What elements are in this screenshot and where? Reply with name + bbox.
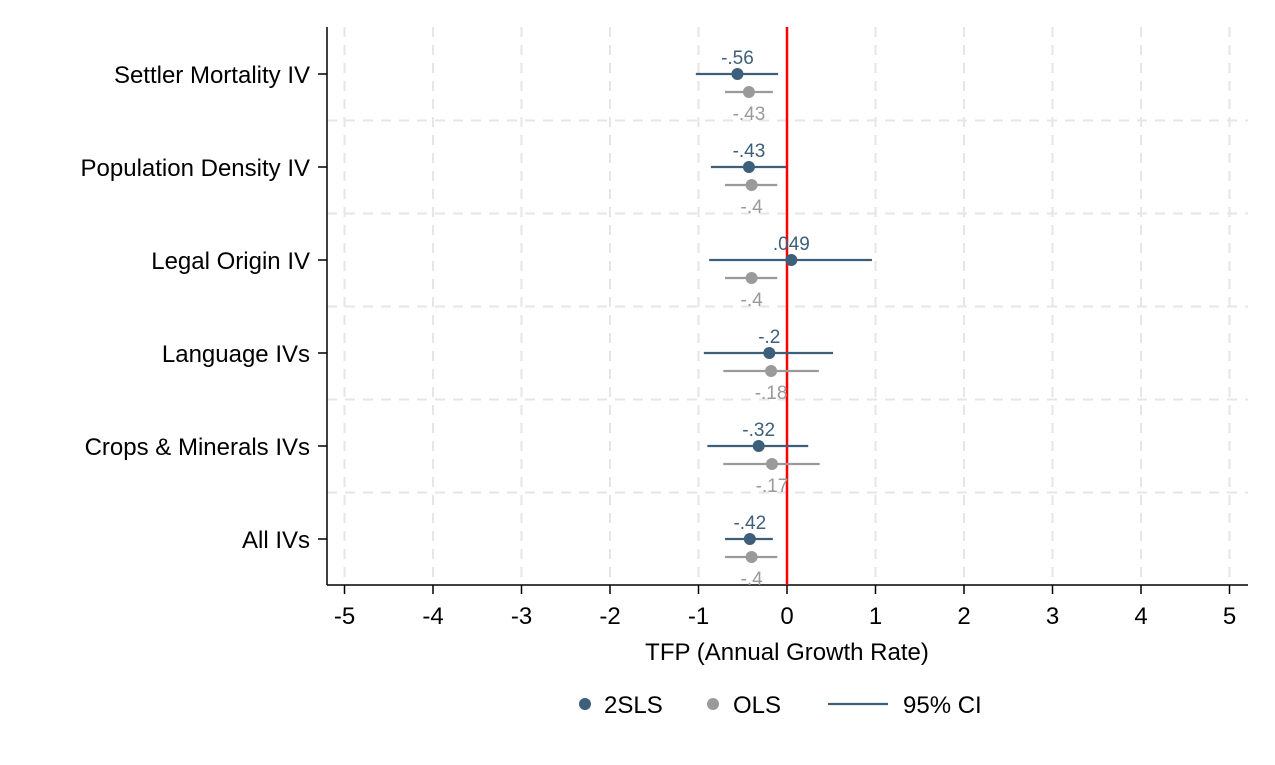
point-2sls-2 xyxy=(785,254,798,266)
point-2sls-1 xyxy=(742,161,755,173)
category-label-0: Settler Mortality IV xyxy=(114,62,310,89)
point-2sls-3 xyxy=(763,347,776,359)
point-ols-1 xyxy=(745,179,758,191)
point-ols-5 xyxy=(745,551,758,563)
data-label-2sls-2: .049 xyxy=(773,234,810,255)
x-tick-label-0: -5 xyxy=(334,603,355,630)
x-tick-label-7: 2 xyxy=(957,603,970,630)
point-ols-0 xyxy=(742,86,755,98)
x-tick-label-10: 5 xyxy=(1223,603,1236,630)
data-label-ols-3: -.18 xyxy=(755,383,788,404)
legend-label-2: 95% CI xyxy=(903,692,982,719)
x-tick-label-9: 4 xyxy=(1134,603,1147,630)
grid-lines xyxy=(327,27,1248,585)
legend-label-1: OLS xyxy=(733,692,781,719)
x-tick-label-2: -3 xyxy=(511,603,532,630)
data-label-2sls-3: -.2 xyxy=(758,327,780,348)
x-tick-label-5: 0 xyxy=(780,603,793,630)
data-label-2sls-0: -.56 xyxy=(721,48,754,69)
category-label-3: Language IVs xyxy=(162,341,310,368)
category-label-1: Population Density IV xyxy=(81,155,310,182)
x-ticks: -5 -4 -3 -2 -1 0 1 2 3 4 5 xyxy=(334,585,1236,630)
legend: 2SLS OLS 95% CI xyxy=(579,692,982,719)
data-label-2sls-1: -.43 xyxy=(733,141,766,162)
point-2sls-0 xyxy=(731,68,744,80)
point-2sls-4 xyxy=(752,440,765,452)
category-label-2: Legal Origin IV xyxy=(151,248,310,275)
x-tick-label-6: 1 xyxy=(869,603,882,630)
data-label-ols-0: -.43 xyxy=(733,104,766,125)
x-tick-label-3: -2 xyxy=(599,603,620,630)
point-ols-2 xyxy=(745,272,758,284)
legend-marker-0 xyxy=(579,698,591,710)
point-ols-3 xyxy=(765,365,778,377)
x-tick-label-4: -1 xyxy=(688,603,709,630)
x-tick-label-8: 3 xyxy=(1046,603,1059,630)
x-axis-title: TFP (Annual Growth Rate) xyxy=(645,639,929,666)
category-label-5: All IVs xyxy=(242,527,310,554)
legend-marker-1 xyxy=(707,698,719,710)
data-label-ols-5: -.4 xyxy=(741,569,764,590)
series-ols: -.43 -.4 -.4 -.18 -.17 -.4 xyxy=(723,86,820,590)
data-label-ols-2: -.4 xyxy=(741,290,764,311)
series-marks: -.56 -.43 .049 -.2 -.32 -.42 -.43 -.4 -.4 -.18 -.1… xyxy=(695,48,872,590)
data-label-2sls-5: -.42 xyxy=(733,513,766,534)
series-2sls: -.56 -.43 .049 -.2 -.32 -.42 xyxy=(695,48,872,545)
y-ticks: Settler Mortality IV Population Density I… xyxy=(81,62,327,554)
point-2sls-5 xyxy=(743,533,756,545)
category-label-4: Crops & Minerals IVs xyxy=(85,434,310,461)
data-label-2sls-4: -.32 xyxy=(742,420,775,441)
x-tick-label-1: -4 xyxy=(422,603,443,630)
point-ols-4 xyxy=(765,458,778,470)
data-label-ols-1: -.4 xyxy=(741,197,764,218)
legend-label-0: 2SLS xyxy=(604,692,663,719)
data-label-ols-4: -.17 xyxy=(756,476,789,497)
